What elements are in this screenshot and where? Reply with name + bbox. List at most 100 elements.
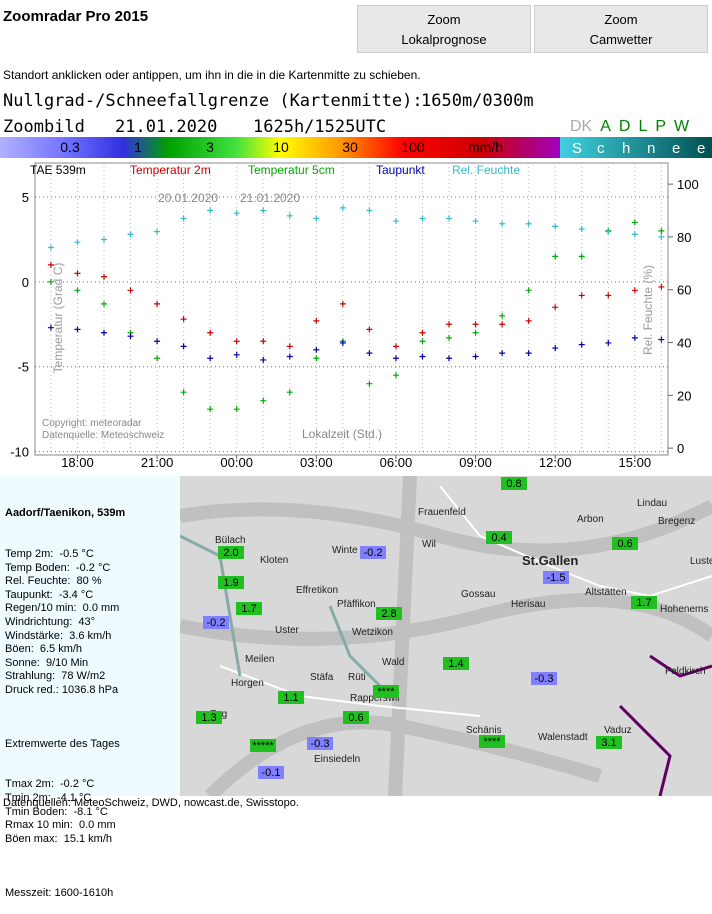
value-label: 0.4 [491,532,506,544]
data-point [207,406,214,413]
value-label: -0.3 [535,673,554,685]
country-link[interactable]: P [655,118,667,135]
x-tick-label: 09:00 [459,455,492,470]
data-point [392,355,399,362]
legend-entry: Taupunkt [376,163,425,177]
snow-letter: e [672,140,680,157]
y2-tick-label: 100 [677,177,699,192]
data-point [154,228,161,235]
button-line[interactable]: Lokalprognose [401,32,487,47]
data-point [658,336,665,343]
data-point [180,343,187,350]
freezing-value: 1650m/0300m [421,91,534,111]
scale-label: 0.3 [60,139,80,155]
data-point [605,339,612,346]
station-line: Regen/10 min: 0.0 mm [5,602,120,615]
data-point [127,231,134,238]
value-label: -0.2 [364,547,383,559]
data-point [631,287,638,294]
scale-label: 1 [134,139,142,155]
y2-tick-label: 20 [677,388,691,403]
value-box [376,607,402,620]
value-box [250,739,276,752]
place-label: Gossau [461,589,495,600]
place-label: Horgen [231,678,264,689]
data-point [313,355,320,362]
button[interactable]: Zoom Lokalprognose [357,5,531,53]
data-point [154,338,161,345]
station-line: Rmax 10 min: 0.0 mm [5,819,116,832]
place-label: Walenstadt [538,732,588,743]
place-label: Rapperswil [350,693,399,704]
station-name: Aadorf/Taenikon, 539m [5,507,126,520]
value-box [596,736,622,749]
country-link[interactable]: W [674,118,690,135]
value-box [501,477,527,490]
place-label: Schänis [466,725,502,736]
data-point [446,355,453,362]
data-point [180,389,187,396]
value-box [258,766,284,779]
data-point [47,278,54,285]
value-box [203,616,229,629]
data-point [605,228,612,235]
data-point [233,351,240,358]
country-link[interactable]: A [600,118,611,135]
page: Zoomradar Pro 2015 Zoom Lokalprognose Zoo… [0,5,712,899]
button-line[interactable]: Zoom [427,12,461,27]
data-point [578,292,585,299]
terrain [180,476,712,796]
y-axis-label: Temperatur (Grad C) [51,263,65,374]
data-point [631,231,638,238]
data-point [313,215,320,222]
station-line: Temp 2m: -0.5 °C [5,547,94,560]
place-label: Vaduz [604,725,632,736]
station-line: Windrichtung: 43° [5,615,95,628]
data-point [207,329,214,336]
road [219,485,712,717]
value-box [218,546,244,559]
station-line: Sonne: 9/10 Min [5,656,89,669]
value-label: 0.6 [348,712,363,724]
y2-tick-label: 80 [677,230,691,245]
button[interactable]: Zoom Camwetter [534,5,708,53]
value-label: 0.6 [617,538,632,550]
legend-entry: Temperatur 5cm [248,163,335,177]
data-point [419,338,426,345]
country-link[interactable]: D [618,118,631,135]
value-box [278,691,304,704]
button-line[interactable]: Zoom [604,12,638,27]
value-label: ***** [252,740,274,752]
annotation: 20.01.2020 [158,191,218,205]
data-point [154,300,161,307]
annotation: Datenquelle: Meteoschweiz [42,430,164,441]
data-point [472,218,479,225]
legend-entry: Temperatur 2m [130,163,211,177]
data-point [419,215,426,222]
data-point [552,253,559,260]
value-label: **** [483,736,501,748]
x-tick-label: 12:00 [539,455,572,470]
button-line[interactable]: Camwetter [589,32,653,47]
country-link[interactable]: DK [570,118,593,135]
station-panel: Aadorf/Taenikon, 539m Temp 2m: -0.5 °C Te… [0,476,180,899]
annotation: 21.01.2020 [240,191,300,205]
x-tick-label: 15:00 [619,455,652,470]
map: Frauenfeld Winte Bülach Kloten St.Gallen Arbo… [180,476,712,796]
country-link[interactable]: L [638,118,648,135]
place-label: Wetzikon [352,627,393,638]
station-line: Windstärke: 3.6 km/h [5,629,112,642]
data-point [525,220,532,227]
chart: -10 -5 0 5 0 20 40 60 80 100 18:00 21:00 00:00 03:00 0… [10,162,699,470]
data-point [339,300,346,307]
annotation: Copyright: meteoradar [42,418,142,429]
scale-label: 100 [401,139,425,155]
value-box [531,672,557,685]
station-line: Taupunkt: -3.4 °C [5,588,94,601]
value-box [543,571,569,584]
x-tick-label: 21:00 [141,455,174,470]
value-box [612,537,638,550]
place-label: Bregenz [658,516,695,527]
data-point [101,236,108,243]
